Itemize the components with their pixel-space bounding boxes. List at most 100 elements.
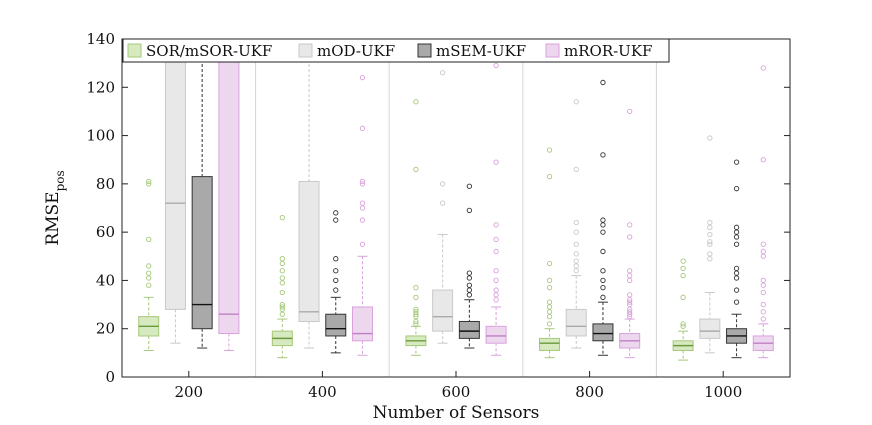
legend-label-1: SOR/mSOR-UKF [146, 42, 272, 60]
outlier-point [359, 200, 366, 206]
outlier-point [546, 173, 553, 180]
box-mROR-UKF-200 [218, 38, 240, 351]
outlier-point [466, 183, 473, 189]
outlier-point [733, 275, 740, 281]
outlier-point [733, 234, 740, 240]
outlier-point [760, 248, 766, 255]
outlier-point [573, 219, 579, 226]
outlier-point [627, 222, 633, 228]
legend-swatch-1 [127, 43, 142, 58]
outlier-point [413, 285, 419, 291]
box-mROR-UKF-1000 [752, 65, 774, 359]
outlier-point [707, 224, 713, 230]
box-SOR/mSOR-UKF-1000 [672, 258, 694, 361]
y-axis-label-subscript: pos [53, 170, 67, 191]
outlier-point [466, 207, 473, 214]
box-iqr [458, 320, 480, 339]
outlier-point [600, 277, 606, 284]
outlier-point [493, 292, 499, 298]
y-tick-label: 0 [105, 368, 115, 386]
outlier-point [600, 285, 606, 291]
outlier-point [466, 282, 473, 288]
box-mOD-UKF-400 [298, 39, 320, 349]
outlier-point [680, 272, 686, 279]
outlier-point [733, 186, 740, 192]
outlier-point [279, 275, 285, 281]
outlier-point [493, 297, 499, 303]
outlier-point [760, 65, 766, 71]
box-mOD-UKF-600 [432, 70, 454, 344]
outlier-point [146, 178, 152, 185]
outlier-point [413, 99, 419, 105]
y-tick-label: 100 [86, 127, 115, 145]
x-tick-label: 200 [174, 383, 203, 401]
x-tick-label: 1000 [704, 383, 742, 401]
outlier-point [546, 147, 553, 153]
outlier-point [333, 277, 339, 284]
box-iqr [325, 313, 347, 337]
x-tick-label: 600 [442, 383, 471, 401]
y-tick-label: 60 [96, 223, 115, 241]
box-iqr [351, 306, 373, 342]
outlier-point [439, 200, 446, 206]
box-iqr [539, 337, 561, 351]
outlier-point [760, 309, 766, 315]
outlier-point [733, 287, 740, 293]
outlier-point [413, 309, 419, 315]
box-iqr [485, 325, 507, 344]
outlier-point [733, 229, 740, 235]
outlier-point [760, 277, 766, 284]
y-tick-label: 80 [96, 175, 115, 193]
outlier-point [493, 248, 499, 255]
outlier-point [733, 270, 740, 276]
box-SOR/mSOR-UKF-800 [539, 147, 561, 359]
outlier-point [760, 282, 766, 288]
outlier-point [333, 268, 339, 274]
outlier-point [760, 316, 766, 322]
outlier-point [359, 74, 366, 81]
outlier-point [546, 277, 553, 284]
box-SOR/mSOR-UKF-200 [138, 178, 160, 351]
x-tick-label: 800 [575, 383, 604, 401]
outlier-point [439, 181, 446, 187]
box-iqr [432, 289, 454, 332]
y-axis-label-main: RMSE [43, 191, 63, 245]
outlier-point [600, 222, 606, 228]
outlier-point [600, 79, 606, 86]
outlier-point [333, 287, 339, 293]
outlier-point [413, 321, 419, 327]
outlier-point [546, 321, 553, 327]
outlier-point [680, 323, 686, 329]
box-mSEM-UKF-800 [592, 79, 614, 356]
outlier-point [627, 299, 633, 305]
outlier-point [279, 289, 285, 296]
y-tick-label: 40 [96, 271, 115, 289]
box-mROR-UKF-800 [619, 108, 641, 359]
outlier-point [707, 251, 713, 257]
outlier-point [600, 294, 606, 300]
outlier-point [600, 217, 606, 223]
box-plots [138, 38, 774, 361]
outlier-point [707, 239, 713, 245]
box-mSEM-UKF-600 [458, 183, 480, 349]
legend-label-2: mOD-UKF [317, 42, 395, 60]
outlier-point [573, 229, 579, 235]
outlier-point [573, 99, 579, 105]
outlier-point [493, 277, 499, 284]
x-axis-label: Number of Sensors [373, 403, 540, 423]
y-tick-label: 140 [86, 30, 115, 48]
outlier-point [279, 304, 285, 310]
outlier-point [573, 258, 579, 264]
outlier-point [333, 256, 339, 262]
outlier-point [493, 159, 499, 165]
box-iqr [164, 38, 186, 310]
outlier-point [733, 299, 740, 305]
outlier-point [627, 268, 633, 274]
y-axis-label: RMSEpos [43, 170, 67, 245]
box-mROR-UKF-600 [485, 62, 507, 356]
outlier-point [600, 248, 606, 255]
box-SOR/mSOR-UKF-600 [405, 99, 427, 356]
outlier-point [493, 287, 499, 293]
outlier-point [600, 152, 606, 158]
box-mOD-UKF-1000 [699, 135, 721, 354]
